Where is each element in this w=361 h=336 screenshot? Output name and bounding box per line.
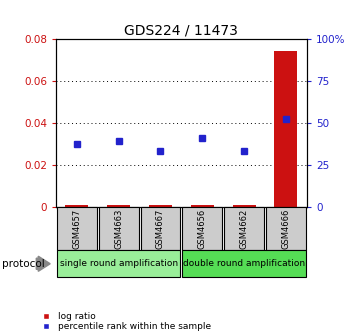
Text: GSM4657: GSM4657 <box>72 208 81 249</box>
Text: GSM4667: GSM4667 <box>156 208 165 249</box>
Bar <box>182 250 306 277</box>
Bar <box>57 250 180 277</box>
Text: protocol: protocol <box>2 259 44 269</box>
Text: single round amplification: single round amplification <box>60 259 178 268</box>
Legend: log ratio, percentile rank within the sample: log ratio, percentile rank within the sa… <box>37 312 211 332</box>
Text: double round amplification: double round amplification <box>183 259 305 268</box>
Text: GSM4662: GSM4662 <box>240 208 249 249</box>
Bar <box>65 205 88 207</box>
Bar <box>191 205 214 207</box>
Title: GDS224 / 11473: GDS224 / 11473 <box>125 24 238 38</box>
FancyArrow shape <box>36 256 50 271</box>
Bar <box>99 207 139 250</box>
Text: GSM4666: GSM4666 <box>282 208 291 249</box>
Bar <box>224 207 264 250</box>
Text: GSM4656: GSM4656 <box>198 208 207 249</box>
Text: GSM4663: GSM4663 <box>114 208 123 249</box>
Bar <box>274 51 297 207</box>
Bar <box>182 207 222 250</box>
Bar <box>149 205 172 207</box>
Bar <box>232 205 256 207</box>
Bar <box>266 207 306 250</box>
Bar <box>141 207 180 250</box>
Bar <box>107 205 130 207</box>
Bar <box>57 207 97 250</box>
